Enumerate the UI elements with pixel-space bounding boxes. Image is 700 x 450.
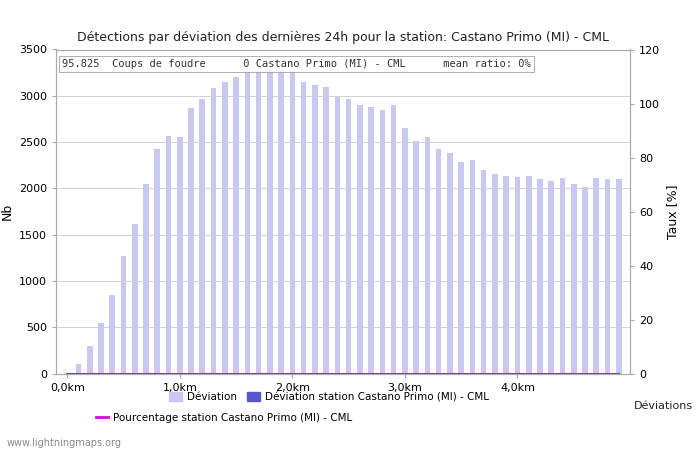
Bar xyxy=(346,99,351,374)
Bar xyxy=(144,184,149,374)
Bar xyxy=(301,82,307,373)
Text: Déviations: Déviations xyxy=(634,401,692,411)
Bar xyxy=(514,177,520,374)
Bar xyxy=(222,82,228,373)
Bar xyxy=(188,108,194,374)
Bar xyxy=(582,186,588,374)
Bar xyxy=(616,179,622,374)
Bar xyxy=(109,295,115,374)
Bar xyxy=(503,176,509,374)
Legend: Déviation, Déviation station Castano Primo (MI) - CML: Déviation, Déviation station Castano Pri… xyxy=(165,388,493,406)
Bar xyxy=(199,99,205,374)
Bar xyxy=(233,77,239,373)
Title: Détections par déviation des dernières 24h pour la station: Castano Primo (MI) -: Détections par déviation des dernières 2… xyxy=(77,31,609,44)
Bar xyxy=(76,364,81,373)
Bar xyxy=(166,135,172,373)
Bar xyxy=(436,148,442,374)
Bar xyxy=(290,70,295,373)
Bar xyxy=(526,176,531,374)
Bar xyxy=(492,175,498,374)
Bar xyxy=(177,136,183,373)
Bar xyxy=(132,224,138,374)
Y-axis label: Nb: Nb xyxy=(0,203,13,220)
Bar xyxy=(368,107,374,374)
Bar xyxy=(267,68,273,373)
Bar xyxy=(256,71,261,374)
Bar xyxy=(244,70,250,373)
Bar xyxy=(312,85,318,374)
Bar xyxy=(98,323,104,374)
Bar xyxy=(560,178,566,374)
Bar xyxy=(470,160,475,374)
Bar xyxy=(425,136,430,373)
Bar xyxy=(413,141,419,374)
Bar xyxy=(357,105,363,374)
Bar xyxy=(279,66,284,373)
Bar xyxy=(335,97,340,374)
Bar xyxy=(548,181,554,374)
Bar xyxy=(120,256,126,373)
Bar xyxy=(447,153,453,374)
Bar xyxy=(211,88,216,373)
Bar xyxy=(402,128,407,374)
Bar xyxy=(537,179,542,374)
Bar xyxy=(155,148,160,374)
Bar xyxy=(379,110,385,374)
Bar xyxy=(571,184,577,374)
Y-axis label: Taux [%]: Taux [%] xyxy=(666,184,679,239)
Text: 95.825  Coups de foudre      0 Castano Primo (MI) - CML      mean ratio: 0%: 95.825 Coups de foudre 0 Castano Primo (… xyxy=(62,59,531,69)
Bar xyxy=(391,105,396,374)
Bar xyxy=(87,346,92,374)
Bar xyxy=(594,178,599,374)
Text: www.lightningmaps.org: www.lightningmaps.org xyxy=(7,438,122,448)
Bar xyxy=(605,179,610,374)
Legend: Pourcentage station Castano Primo (MI) - CML: Pourcentage station Castano Primo (MI) -… xyxy=(92,409,356,427)
Bar xyxy=(323,86,329,374)
Bar xyxy=(458,162,464,374)
Bar xyxy=(481,170,486,374)
